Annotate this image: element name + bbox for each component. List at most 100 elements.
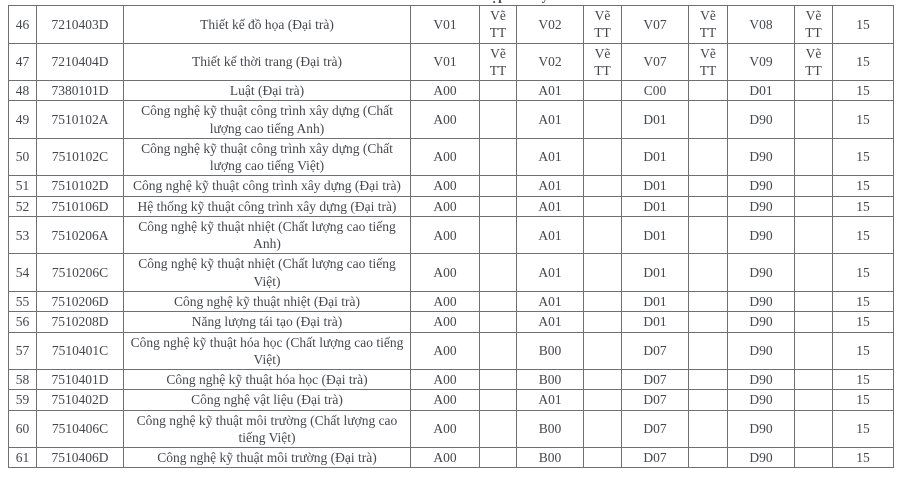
cell-v3 <box>688 253 728 292</box>
cell-v4: Vẽ TT <box>794 5 833 44</box>
cell-name: Luật (Đại trà) <box>123 80 411 102</box>
cell-c3: D01 <box>621 253 689 292</box>
cell-c3: D07 <box>621 369 689 391</box>
cell-c1: A00 <box>410 215 480 255</box>
cell-name: Công nghệ kỹ thuật nhiệt (Chất lượng cao… <box>123 253 411 292</box>
table-row: 46 7210403D Thiết kế đồ họa (Đại trà) V01 Vẽ… <box>8 5 894 44</box>
cell-v4 <box>794 369 833 391</box>
table-row: 48 7380101D Luật (Đại trà) A00 A01 C00 D01 15 <box>8 80 894 102</box>
cell-v1 <box>479 175 517 197</box>
cell-code: 7510401C <box>36 331 124 371</box>
cell-name: Công nghệ vật liệu (Đại trà) <box>123 389 411 411</box>
cell-v4 <box>794 175 833 197</box>
cell-quota: 15 <box>832 137 894 177</box>
cell-stt: 50 <box>8 137 37 177</box>
cell-code: 7510206C <box>36 253 124 292</box>
cell-quota: 15 <box>832 369 894 391</box>
cell-c3: D01 <box>621 100 689 139</box>
cell-v3 <box>688 80 728 102</box>
cell-v1: Vẽ TT <box>479 42 517 82</box>
cell-name: Công nghệ kỹ thuật hóa học (Đại trà) <box>123 369 411 391</box>
cell-c2: A01 <box>516 80 584 102</box>
cell-c2: V02 <box>516 5 584 44</box>
table-row: 53 7510206A Công nghệ kỹ thuật nhiệt (Chất… <box>8 215 894 255</box>
cell-v3 <box>688 409 728 449</box>
cell-c4: D90 <box>727 137 795 177</box>
cell-code: 7210404D <box>36 42 124 82</box>
cell-v1 <box>479 215 517 255</box>
cell-code: 7510102A <box>36 100 124 139</box>
cell-v3 <box>688 369 728 391</box>
table-row: 47 7210404D Thiết kế thời trang (Đại trà) V… <box>8 42 894 82</box>
cell-v4 <box>794 137 833 177</box>
cell-stt: 60 <box>8 409 37 449</box>
cell-v3: Vẽ TT <box>688 42 728 82</box>
cell-c4: D90 <box>727 290 795 313</box>
cell-quota: 15 <box>832 409 894 449</box>
cell-c4: V08 <box>727 5 795 44</box>
cell-v2 <box>583 311 622 333</box>
cell-c2: B00 <box>516 331 584 371</box>
cell-code: 7510206A <box>36 215 124 255</box>
cell-c3: D01 <box>621 137 689 177</box>
cell-c3: D01 <box>621 290 689 313</box>
cell-c2: A01 <box>516 195 584 217</box>
table-row: 54 7510206C Công nghệ kỹ thuật nhiệt (Chất… <box>8 253 894 292</box>
cell-name: Công nghệ kỹ thuật công trình xây dựng (… <box>123 137 411 177</box>
cell-name: Công nghệ kỹ thuật hóa học (Chất lượng c… <box>123 331 411 371</box>
cell-name: Năng lượng tái tạo (Đại trà) <box>123 311 411 333</box>
cell-stt: 57 <box>8 331 37 371</box>
cell-v2 <box>583 195 622 217</box>
cell-name: Hệ thống kỹ thuật công trình xây dựng (Đ… <box>123 195 411 217</box>
cell-v4 <box>794 311 833 333</box>
cell-code: 7510102C <box>36 137 124 177</box>
cell-v4 <box>794 100 833 139</box>
cell-stt: 47 <box>8 42 37 82</box>
cell-v1 <box>479 311 517 333</box>
cell-name: Công nghệ kỹ thuật công trình xây dựng (… <box>123 175 411 197</box>
cell-c4: D90 <box>727 389 795 411</box>
cell-c1: A00 <box>410 100 480 139</box>
cell-v3 <box>688 175 728 197</box>
cell-v1 <box>479 195 517 217</box>
admissions-table: 46 7210403D Thiết kế đồ họa (Đại trà) V01 Vẽ… <box>8 5 894 469</box>
cell-v3 <box>688 331 728 371</box>
cell-quota: 15 <box>832 447 894 469</box>
cell-code: 7510401D <box>36 369 124 391</box>
cell-quota: 15 <box>832 100 894 139</box>
cell-v1 <box>479 389 517 411</box>
cell-c2: A01 <box>516 175 584 197</box>
cell-v1 <box>479 409 517 449</box>
cell-v4 <box>794 290 833 313</box>
cell-v3 <box>688 137 728 177</box>
cell-c4: D90 <box>727 331 795 371</box>
cell-v1 <box>479 369 517 391</box>
cell-quota: 15 <box>832 42 894 82</box>
cell-c1: A00 <box>410 175 480 197</box>
cell-stt: 48 <box>8 80 37 102</box>
cell-c4: D90 <box>727 311 795 333</box>
cell-c3: D07 <box>621 447 689 469</box>
cell-quota: 15 <box>832 175 894 197</box>
cell-v3 <box>688 290 728 313</box>
cell-name: Thiết kế thời trang (Đại trà) <box>123 42 411 82</box>
cell-c3: D01 <box>621 195 689 217</box>
cell-stt: 59 <box>8 389 37 411</box>
cell-quota: 15 <box>832 311 894 333</box>
cell-v2 <box>583 253 622 292</box>
cell-code: 7510102D <box>36 175 124 197</box>
cell-v2 <box>583 137 622 177</box>
cell-code: 7510206D <box>36 290 124 313</box>
cell-c3: D01 <box>621 311 689 333</box>
cell-c2: A01 <box>516 253 584 292</box>
cell-v1 <box>479 100 517 139</box>
table-row: 49 7510102A Công nghệ kỹ thuật công trình … <box>8 100 894 139</box>
cell-c3: D07 <box>621 331 689 371</box>
cell-c3: C00 <box>621 80 689 102</box>
cell-v3 <box>688 311 728 333</box>
cell-c1: A00 <box>410 137 480 177</box>
clipped-column-header-text: Tổ hợp xét tuyển <box>388 0 638 4</box>
cell-name: Công nghệ kỹ thuật môi trường (Đại trà) <box>123 447 411 469</box>
cell-quota: 15 <box>832 290 894 313</box>
